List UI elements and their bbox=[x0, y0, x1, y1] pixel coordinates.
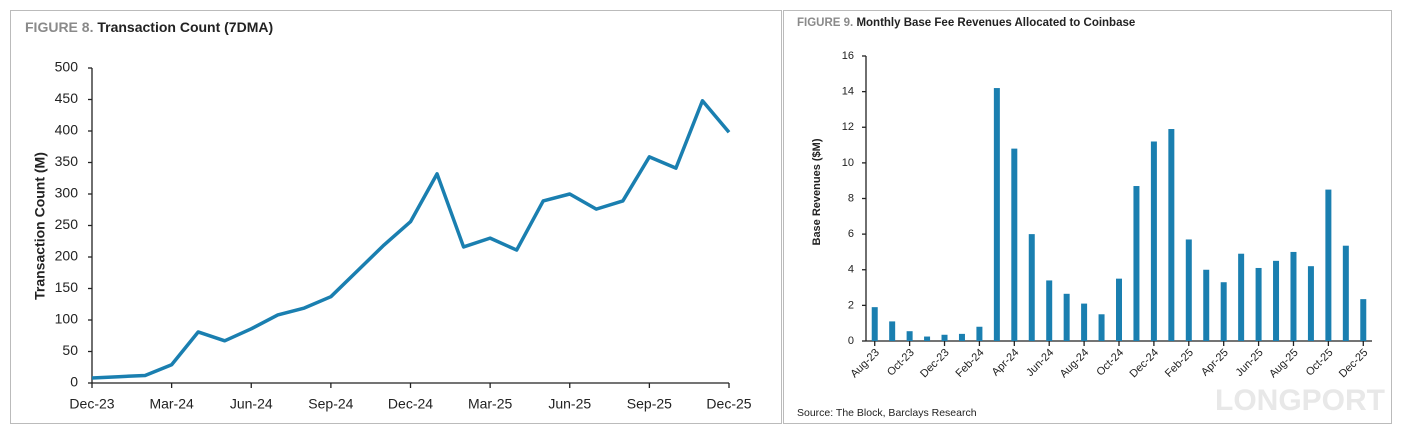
y-tick-label: 350 bbox=[55, 153, 79, 169]
figure-label: FIGURE 8. bbox=[25, 19, 93, 35]
x-tick-label: Dec-24 bbox=[1128, 347, 1162, 381]
x-tick-label: Jun-24 bbox=[230, 396, 273, 412]
bar bbox=[1360, 299, 1367, 341]
bar bbox=[993, 88, 1000, 341]
x-tick-label: Dec-23 bbox=[918, 347, 952, 381]
y-axis-label: Base Revenues ($M) bbox=[811, 138, 823, 245]
bar bbox=[1028, 234, 1035, 341]
y-tick-label: 50 bbox=[62, 342, 78, 358]
panel-border bbox=[10, 10, 782, 424]
bar bbox=[1273, 260, 1280, 341]
bar bbox=[889, 321, 896, 341]
y-tick-label: 100 bbox=[55, 311, 79, 327]
bar bbox=[906, 331, 913, 341]
x-tick-label: Mar-24 bbox=[149, 396, 194, 412]
bar bbox=[958, 333, 965, 341]
bar bbox=[1203, 269, 1210, 341]
bar bbox=[1046, 280, 1053, 341]
bar bbox=[1342, 245, 1349, 341]
x-tick-label: Dec-23 bbox=[69, 396, 114, 412]
y-tick-label: 2 bbox=[848, 299, 854, 311]
x-tick-label: Aug-23 bbox=[848, 347, 882, 381]
x-tick-label: Mar-25 bbox=[468, 396, 513, 412]
bar bbox=[941, 334, 948, 341]
y-tick-label: 300 bbox=[55, 185, 79, 201]
figure-label: FIGURE 9. bbox=[797, 17, 853, 29]
chart-title: FIGURE 9. Monthly Base Fee Revenues Allo… bbox=[797, 17, 1135, 29]
bar bbox=[1220, 282, 1227, 341]
title: Transaction Count (7DMA) bbox=[97, 19, 273, 35]
x-tick-label: Sep-24 bbox=[308, 396, 353, 412]
bar bbox=[1011, 148, 1018, 341]
x-tick-label: Apr-25 bbox=[1199, 347, 1231, 379]
y-tick-label: 0 bbox=[848, 335, 854, 347]
x-tick-label: Sep-25 bbox=[627, 396, 672, 412]
x-tick-label: Dec-25 bbox=[706, 396, 751, 412]
bar bbox=[1307, 266, 1314, 341]
y-tick-label: 400 bbox=[55, 122, 79, 138]
bar bbox=[1150, 141, 1157, 341]
y-tick-label: 6 bbox=[848, 228, 854, 240]
x-tick-label: Feb-25 bbox=[1163, 347, 1196, 380]
x-tick-label: Jun-25 bbox=[1233, 347, 1265, 379]
y-tick-label: 10 bbox=[842, 157, 854, 169]
bar bbox=[1116, 278, 1122, 341]
bar bbox=[924, 336, 931, 341]
x-tick-label: Feb-24 bbox=[953, 347, 986, 380]
bar bbox=[1290, 251, 1297, 341]
bar bbox=[1063, 293, 1070, 341]
x-tick-label: Aug-24 bbox=[1058, 347, 1092, 381]
x-tick-label: Jun-24 bbox=[1024, 347, 1056, 379]
y-tick-label: 250 bbox=[55, 216, 79, 232]
bar bbox=[871, 307, 878, 341]
bar bbox=[976, 326, 983, 341]
chart-title: FIGURE 8. Transaction Count (7DMA) bbox=[25, 19, 273, 35]
y-tick-label: 16 bbox=[842, 50, 854, 62]
y-tick-label: 0 bbox=[70, 374, 78, 390]
x-tick-label: Dec-25 bbox=[1337, 347, 1371, 381]
x-tick-label: Dec-24 bbox=[388, 396, 433, 412]
y-tick-label: 150 bbox=[55, 279, 79, 295]
y-tick-label: 450 bbox=[55, 90, 79, 106]
x-tick-label: Jun-25 bbox=[548, 396, 591, 412]
y-tick-label: 14 bbox=[842, 86, 854, 98]
bar bbox=[1081, 303, 1088, 341]
x-tick-label: Oct-24 bbox=[1094, 347, 1126, 379]
y-tick-label: 8 bbox=[848, 192, 854, 204]
x-tick-label: Aug-25 bbox=[1267, 347, 1301, 381]
line bbox=[91, 99, 731, 380]
y-tick-label: 4 bbox=[848, 264, 854, 276]
y-tick-label: 500 bbox=[55, 59, 79, 75]
source: Source: The Block, Barclays Research bbox=[797, 407, 977, 419]
bar bbox=[1255, 267, 1262, 341]
bar bbox=[1185, 239, 1192, 341]
x-tick-label: Apr-24 bbox=[990, 347, 1022, 379]
x-tick-label: Oct-23 bbox=[885, 347, 917, 379]
panel-border bbox=[783, 10, 1392, 424]
bar bbox=[1098, 314, 1105, 341]
bar bbox=[1238, 253, 1245, 341]
y-axis-label: Transaction Count (M) bbox=[32, 152, 48, 300]
watermark: LONGPORT bbox=[1215, 384, 1385, 417]
y-tick-label: 200 bbox=[55, 248, 79, 264]
title: Monthly Base Fee Revenues Allocated to C… bbox=[856, 17, 1135, 29]
bar bbox=[1168, 129, 1175, 341]
x-tick-label: Oct-25 bbox=[1304, 347, 1336, 379]
bar bbox=[1325, 189, 1332, 341]
bar bbox=[1133, 186, 1140, 341]
y-tick-label: 12 bbox=[842, 121, 854, 133]
